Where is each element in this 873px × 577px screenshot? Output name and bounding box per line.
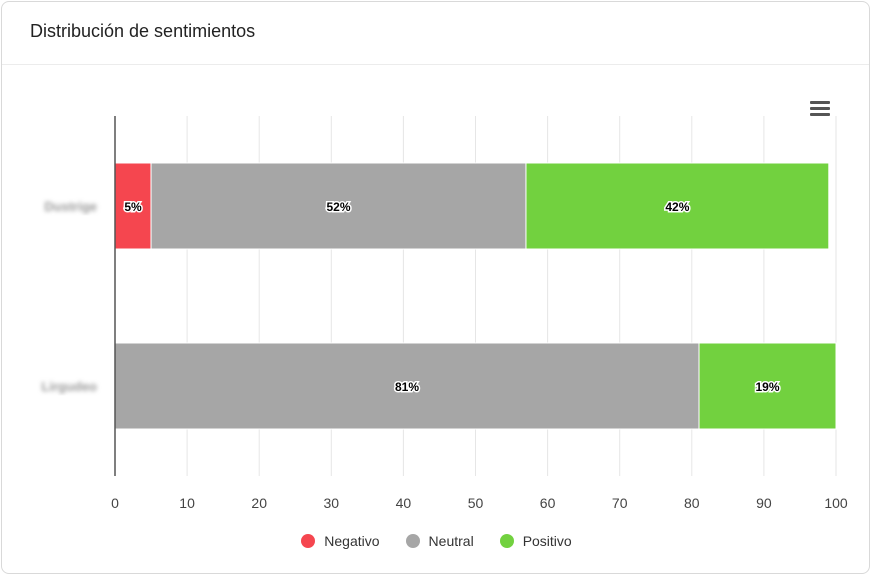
category-label: Dustrige bbox=[44, 199, 97, 214]
x-tick-label: 100 bbox=[824, 495, 848, 511]
legend-item-negativo[interactable]: Negativo bbox=[301, 533, 380, 549]
data-label: 19% bbox=[755, 380, 779, 394]
data-label: 52% bbox=[326, 200, 350, 214]
legend-label: Positivo bbox=[522, 533, 572, 549]
x-tick-label: 10 bbox=[179, 495, 195, 511]
bar-positivo bbox=[698, 342, 837, 430]
data-label: 42% bbox=[665, 200, 689, 214]
legend-label: Neutral bbox=[428, 533, 474, 549]
x-tick-label: 70 bbox=[612, 495, 628, 511]
x-tick-label: 40 bbox=[396, 495, 412, 511]
legend-item-positivo[interactable]: Positivo bbox=[499, 533, 572, 549]
card-header: Distribución de sentimientos bbox=[2, 2, 869, 65]
legend-dot-icon bbox=[301, 534, 316, 548]
legend-label: Negativo bbox=[324, 533, 380, 549]
data-label: 5% bbox=[124, 200, 142, 214]
bar-negativo bbox=[114, 162, 152, 250]
x-tick-label: 90 bbox=[756, 495, 772, 511]
x-tick-label: 50 bbox=[468, 495, 484, 511]
x-tick-label: 0 bbox=[111, 495, 119, 511]
bar-neutral bbox=[150, 162, 527, 250]
bar-positivo bbox=[525, 162, 830, 250]
hamburger-menu-icon[interactable] bbox=[808, 98, 832, 120]
x-tick-label: 60 bbox=[540, 495, 556, 511]
x-tick-label: 30 bbox=[324, 495, 340, 511]
legend-dot-icon bbox=[405, 534, 420, 548]
category-label: Lirgudeo bbox=[41, 379, 97, 394]
card-title: Distribución de sentimientos bbox=[30, 21, 256, 41]
legend-dot-icon bbox=[499, 534, 514, 548]
x-tick-label: 80 bbox=[684, 495, 700, 511]
bar-neutral bbox=[114, 342, 700, 430]
x-tick-label: 20 bbox=[251, 495, 267, 511]
chart-legend: Negativo Neutral Positivo bbox=[0, 533, 873, 549]
legend-item-neutral[interactable]: Neutral bbox=[405, 533, 474, 549]
data-label: 81% bbox=[395, 380, 419, 394]
